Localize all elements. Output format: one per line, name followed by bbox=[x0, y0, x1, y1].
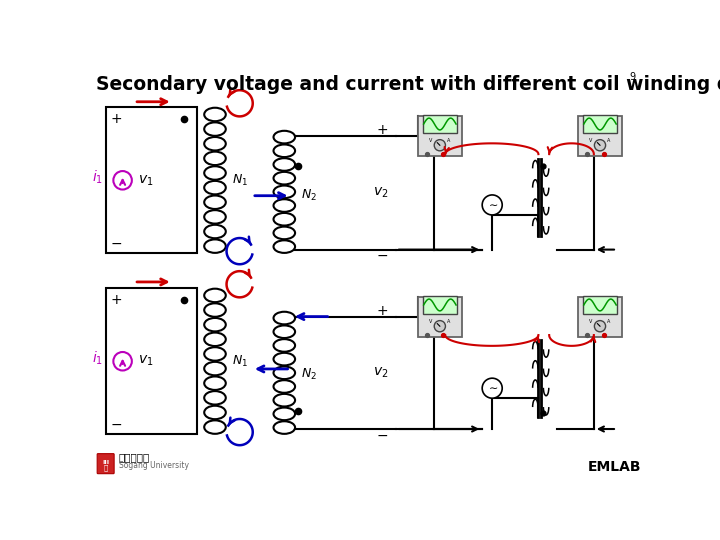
Bar bbox=[577, 116, 622, 156]
Text: V: V bbox=[590, 138, 593, 143]
Text: $i_1$: $i_1$ bbox=[92, 349, 104, 367]
Text: $i_1$: $i_1$ bbox=[92, 168, 104, 186]
Text: $-$: $-$ bbox=[110, 235, 122, 249]
Text: +: + bbox=[111, 112, 122, 126]
Text: +: + bbox=[377, 123, 388, 137]
Text: $-$: $-$ bbox=[110, 417, 122, 430]
Text: +: + bbox=[377, 304, 388, 318]
Text: V: V bbox=[590, 319, 593, 325]
Bar bbox=[423, 115, 456, 133]
Circle shape bbox=[482, 195, 503, 215]
Bar bbox=[106, 107, 197, 253]
Text: A: A bbox=[447, 319, 451, 325]
Text: $\sim$: $\sim$ bbox=[486, 383, 498, 393]
Text: V: V bbox=[429, 319, 433, 325]
Text: $N_1$: $N_1$ bbox=[232, 173, 248, 188]
Text: +: + bbox=[111, 293, 122, 307]
Bar bbox=[583, 296, 617, 314]
Text: $N_2$: $N_2$ bbox=[301, 367, 318, 382]
Text: ⌒: ⌒ bbox=[104, 464, 108, 471]
Circle shape bbox=[595, 140, 606, 151]
Text: Sogang University: Sogang University bbox=[119, 462, 189, 470]
Circle shape bbox=[113, 171, 132, 190]
Circle shape bbox=[434, 321, 446, 332]
Bar bbox=[418, 116, 462, 156]
Text: A: A bbox=[607, 138, 611, 143]
Text: 9: 9 bbox=[629, 72, 636, 83]
Text: $v_2$: $v_2$ bbox=[373, 366, 388, 380]
Bar bbox=[418, 296, 462, 336]
Text: $\sim$: $\sim$ bbox=[486, 200, 498, 210]
Text: $N_2$: $N_2$ bbox=[301, 188, 318, 203]
Circle shape bbox=[434, 140, 446, 151]
Text: Secondary voltage and current with different coil winding directions: Secondary voltage and current with diffe… bbox=[96, 75, 720, 94]
Text: III: III bbox=[102, 460, 109, 464]
Text: $v_1$: $v_1$ bbox=[138, 354, 153, 368]
Text: V: V bbox=[429, 138, 433, 143]
Text: $v_1$: $v_1$ bbox=[138, 173, 153, 187]
Text: $-$: $-$ bbox=[376, 427, 388, 441]
Text: A: A bbox=[447, 138, 451, 143]
Text: EMLAB: EMLAB bbox=[588, 461, 642, 475]
Bar bbox=[106, 288, 197, 434]
Bar bbox=[583, 115, 617, 133]
Text: A: A bbox=[607, 319, 611, 325]
FancyBboxPatch shape bbox=[97, 454, 114, 474]
Circle shape bbox=[482, 378, 503, 398]
Circle shape bbox=[113, 352, 132, 370]
Text: 서강대학교: 서강대학교 bbox=[119, 453, 150, 462]
Bar bbox=[423, 296, 456, 314]
Text: $v_2$: $v_2$ bbox=[373, 185, 388, 200]
Text: $N_1$: $N_1$ bbox=[232, 354, 248, 369]
Circle shape bbox=[595, 321, 606, 332]
Bar bbox=[577, 296, 622, 336]
Text: $-$: $-$ bbox=[376, 248, 388, 262]
